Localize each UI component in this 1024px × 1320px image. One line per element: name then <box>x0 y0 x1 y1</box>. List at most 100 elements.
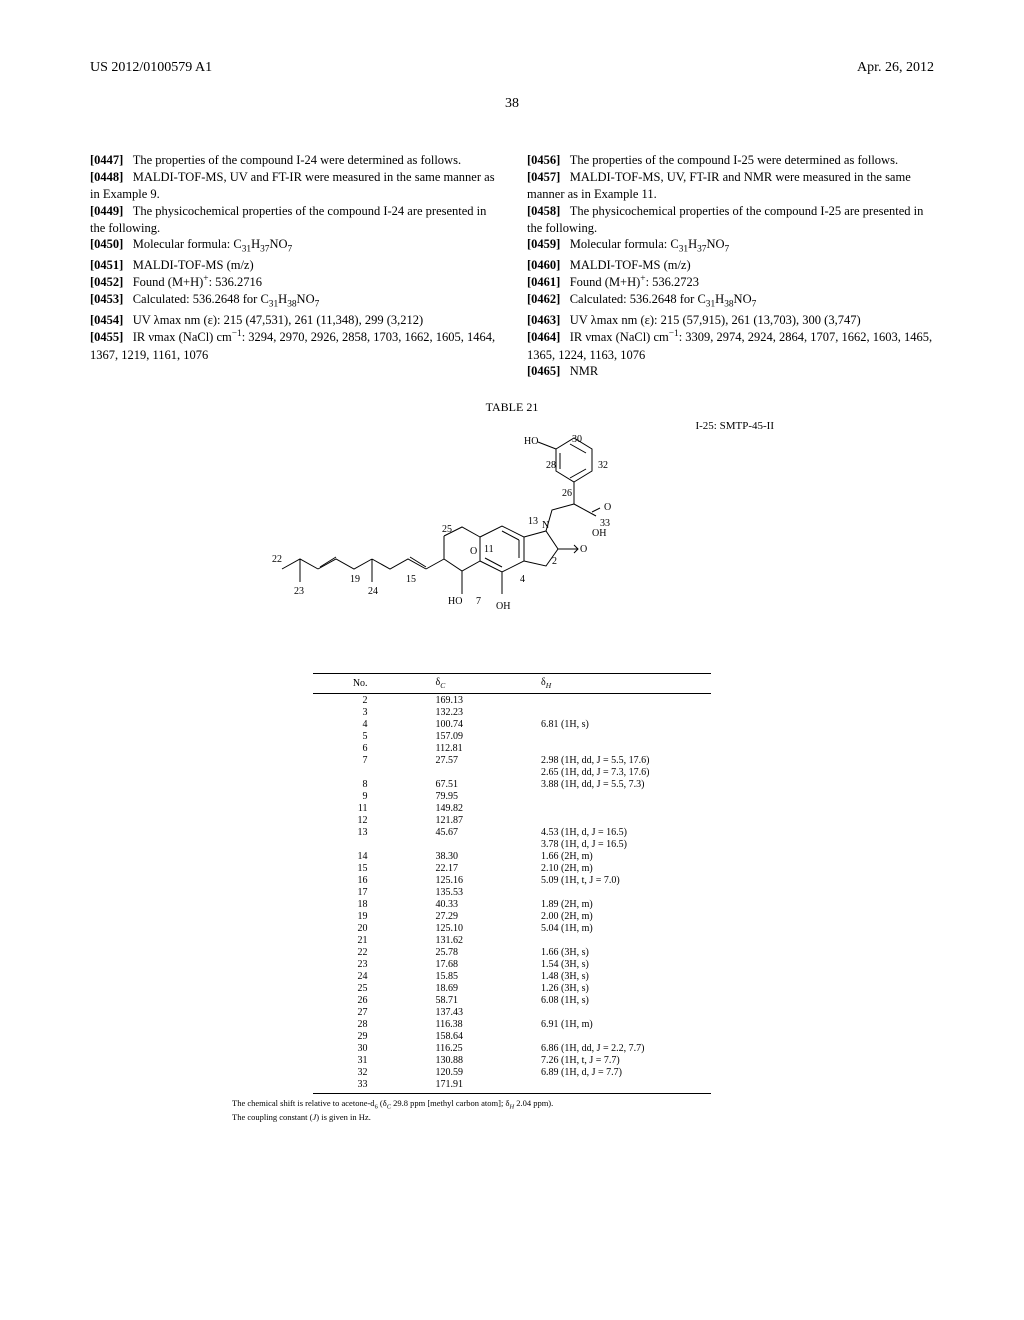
table-row: 5157.09 <box>313 730 711 742</box>
publication-date: Apr. 26, 2012 <box>857 60 934 76</box>
para-num: [0464] <box>527 331 560 345</box>
para-num: [0462] <box>527 292 560 306</box>
table-row: 20125.105.04 (1H, m) <box>313 922 711 934</box>
table-row: 2518.691.26 (3H, s) <box>313 982 711 994</box>
para-num: [0454] <box>90 313 123 327</box>
para-num: [0458] <box>527 204 560 218</box>
table-row: 2415.851.48 (3H, s) <box>313 970 711 982</box>
para-num: [0455] <box>90 331 123 345</box>
para-num: [0447] <box>90 153 123 167</box>
para-text: MALDI-TOF-MS (m/z) <box>133 258 254 272</box>
svg-text:2: 2 <box>552 556 557 567</box>
para-num: [0461] <box>527 276 560 290</box>
right-column: [0456] The properties of the compound I-… <box>527 152 934 380</box>
para-num: [0456] <box>527 153 560 167</box>
para-text: MALDI-TOF-MS, UV, FT-IR and NMR were mea… <box>527 170 911 201</box>
svg-text:OH: OH <box>496 601 510 612</box>
nmr-table: No. δC δH 2169.133132.234100.746.81 (1H,… <box>313 673 711 1094</box>
table-row: 3.78 (1H, d, J = 16.5) <box>313 838 711 850</box>
table-row: 979.95 <box>313 790 711 802</box>
table-row: 17135.53 <box>313 886 711 898</box>
table-row: 727.572.98 (1H, dd, J = 5.5, 17.6) <box>313 754 711 766</box>
table-row: 21131.62 <box>313 934 711 946</box>
table-row: 29158.64 <box>313 1030 711 1042</box>
table-row: 3132.23 <box>313 706 711 718</box>
para-num: [0457] <box>527 170 560 184</box>
col-dc: δC <box>428 674 534 694</box>
svg-text:7: 7 <box>476 596 481 607</box>
para-text: : 536.2723 <box>646 276 699 290</box>
para-text: UV λmax nm (ε): 215 (47,531), 261 (11,34… <box>133 313 423 327</box>
formula: C31H38NO7 <box>697 292 756 306</box>
svg-text:HO: HO <box>524 436 538 447</box>
svg-text:13: 13 <box>528 516 538 527</box>
table-row: 12121.87 <box>313 814 711 826</box>
svg-text:HO: HO <box>448 596 462 607</box>
svg-text:O: O <box>580 544 587 555</box>
para-num: [0465] <box>527 364 560 378</box>
para-text: MALDI-TOF-MS, UV and FT-IR were measured… <box>90 170 495 201</box>
table-row: 31130.887.26 (1H, t, J = 7.7) <box>313 1054 711 1066</box>
svg-text:15: 15 <box>406 574 416 585</box>
para-num: [0450] <box>90 237 123 251</box>
table-title: TABLE 21 <box>90 400 934 415</box>
para-text: MALDI-TOF-MS (m/z) <box>570 258 691 272</box>
svg-text:26: 26 <box>562 488 572 499</box>
para-num: [0449] <box>90 204 123 218</box>
table-row: 11149.82 <box>313 802 711 814</box>
table-row: 2169.13 <box>313 694 711 707</box>
para-num: [0453] <box>90 292 123 306</box>
table-row: 2658.716.08 (1H, s) <box>313 994 711 1006</box>
chemical-structure-diagram: 22 23 19 24 15 25 11 13 7 2 4 26 28 30 3… <box>252 434 772 663</box>
svg-text:23: 23 <box>294 586 304 597</box>
para-text: The physicochemical properties of the co… <box>90 204 486 235</box>
formula: C31H38NO7 <box>260 292 319 306</box>
table-row: 6112.81 <box>313 742 711 754</box>
table-row: 1840.331.89 (2H, m) <box>313 898 711 910</box>
table-row: 28116.386.91 (1H, m) <box>313 1018 711 1030</box>
para-text: Found (M+H) <box>133 276 204 290</box>
svg-text:O: O <box>604 502 611 513</box>
publication-number: US 2012/0100579 A1 <box>90 60 212 76</box>
para-num: [0460] <box>527 258 560 272</box>
table-row: 30116.256.86 (1H, dd, J = 2.2, 7.7) <box>313 1042 711 1054</box>
left-column: [0447] The properties of the compound I-… <box>90 152 497 380</box>
para-text: UV λmax nm (ε): 215 (57,915), 261 (13,70… <box>570 313 861 327</box>
svg-text:22: 22 <box>272 554 282 565</box>
svg-text:25: 25 <box>442 524 452 535</box>
para-num: [0463] <box>527 313 560 327</box>
para-num: [0451] <box>90 258 123 272</box>
table-row: 16125.165.09 (1H, t, J = 7.0) <box>313 874 711 886</box>
svg-text:OH: OH <box>592 528 606 539</box>
para-text: Found (M+H) <box>570 276 641 290</box>
compound-label: I-25: SMTP-45-II <box>90 420 934 432</box>
table-row: 4100.746.81 (1H, s) <box>313 718 711 730</box>
svg-text:24: 24 <box>368 586 378 597</box>
para-num: [0448] <box>90 170 123 184</box>
svg-text:N: N <box>542 520 549 531</box>
para-text: The properties of the compound I-25 were… <box>570 153 898 167</box>
para-text: Calculated: 536.2648 for <box>133 292 261 306</box>
col-dh: δH <box>533 674 711 694</box>
svg-text:O: O <box>470 546 477 557</box>
para-text: Molecular formula: <box>570 237 671 251</box>
svg-text:4: 4 <box>520 574 525 585</box>
table-row: 1345.674.53 (1H, d, J = 16.5) <box>313 826 711 838</box>
para-text: : 536.2716 <box>209 276 262 290</box>
col-no: No. <box>313 674 428 694</box>
table-row: 2.65 (1H, dd, J = 7.3, 17.6) <box>313 766 711 778</box>
table-row: 1522.172.10 (2H, m) <box>313 862 711 874</box>
para-num: [0459] <box>527 237 560 251</box>
para-text: Calculated: 536.2648 for <box>570 292 698 306</box>
para-text: The physicochemical properties of the co… <box>527 204 923 235</box>
formula: C31H37NO7 <box>670 237 729 251</box>
table-row: 32120.596.89 (1H, d, J = 7.7) <box>313 1066 711 1078</box>
svg-text:11: 11 <box>484 544 494 555</box>
para-num: [0452] <box>90 276 123 290</box>
table-row: 2225.781.66 (3H, s) <box>313 946 711 958</box>
svg-text:32: 32 <box>598 460 608 471</box>
para-text: IR νmax (NaCl) cm <box>570 331 669 345</box>
svg-text:28: 28 <box>546 460 556 471</box>
table-row: 867.513.88 (1H, dd, J = 5.5, 7.3) <box>313 778 711 790</box>
para-text: The properties of the compound I-24 were… <box>133 153 461 167</box>
